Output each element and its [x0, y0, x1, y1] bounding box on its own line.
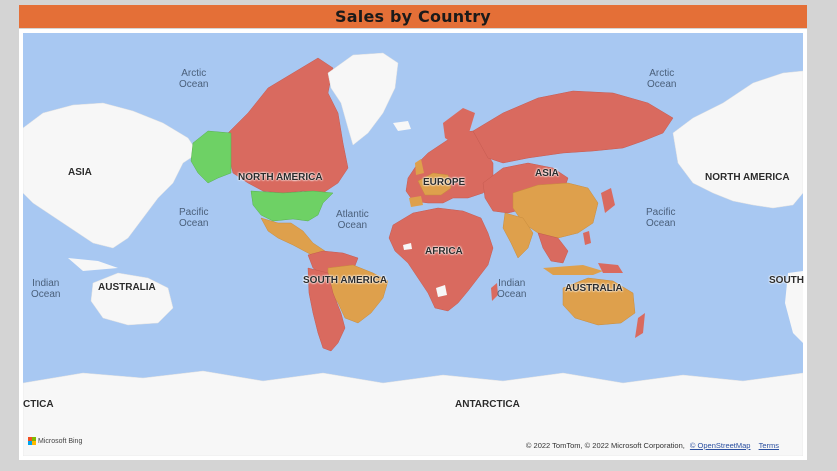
label-antarctica-left: CTICA: [23, 399, 54, 410]
label-north-america: NORTH AMERICA: [238, 172, 323, 183]
region-alaska: [190, 130, 232, 184]
attribution-text: © 2022 TomTom, © 2022 Microsoft Corporat…: [525, 441, 685, 450]
microsoft-logo-icon: [28, 437, 36, 445]
region-australia: [562, 277, 636, 326]
region-indonesia: [543, 265, 603, 275]
region-spain: [409, 196, 423, 207]
region-new-zealand: [635, 313, 645, 338]
label-africa: AFRICA: [425, 246, 463, 257]
region-southeast-asia: [537, 232, 569, 264]
page-title: Sales by Country: [335, 7, 491, 26]
region-north-america-right: [672, 70, 803, 209]
region-russia: [472, 90, 674, 164]
region-canada: [227, 57, 349, 194]
label-south-right: SOUTH: [769, 275, 804, 286]
region-scandinavia: [443, 108, 475, 143]
region-iceland: [393, 121, 411, 131]
map-canvas[interactable]: [23, 33, 803, 456]
label-arctic-ocean-left: Arctic Ocean: [179, 68, 209, 90]
map-visual[interactable]: ASIA NORTH AMERICA EUROPE ASIA NORTH AME…: [19, 29, 807, 460]
label-indian-ocean-right: Indian Ocean: [497, 278, 527, 300]
bing-label: Microsoft Bing: [38, 437, 83, 445]
region-france-germany: [417, 172, 452, 196]
label-pacific-ocean-right: Pacific Ocean: [646, 207, 676, 229]
openstreetmap-link[interactable]: © OpenStreetMap: [689, 441, 751, 450]
label-asia-left: ASIA: [68, 167, 92, 178]
region-papua: [598, 263, 623, 273]
region-south-america-west: [307, 267, 346, 352]
region-usa: [250, 190, 334, 222]
label-pacific-ocean-left: Pacific Ocean: [179, 207, 209, 229]
label-europe: EUROPE: [423, 177, 466, 188]
label-south-america: SOUTH AMERICA: [303, 275, 388, 286]
region-philippines: [583, 231, 591, 245]
label-antarctica: ANTARCTICA: [455, 399, 520, 410]
terms-link[interactable]: Terms: [758, 441, 779, 450]
label-indian-ocean-left: Indian Ocean: [31, 278, 61, 300]
label-north-america-right: NORTH AMERICA: [705, 172, 790, 183]
region-australia-left: [90, 272, 174, 326]
label-australia-left: AUSTRALIA: [98, 282, 156, 293]
title-bar: Sales by Country: [19, 5, 807, 28]
region-africa-nodata-2: [403, 243, 412, 250]
region-asia-left: [23, 102, 199, 249]
region-uk: [415, 159, 424, 175]
region-africa: [388, 207, 494, 312]
region-madagascar: [491, 283, 498, 301]
region-south-america-right: [785, 271, 803, 343]
region-africa-nodata-1: [436, 285, 447, 297]
label-asia: ASIA: [535, 168, 559, 179]
region-india: [502, 212, 534, 259]
region-greenland: [327, 52, 399, 146]
map-attribution: © 2022 TomTom, © 2022 Microsoft Corporat…: [526, 441, 779, 450]
region-japan-korea: [601, 188, 615, 213]
label-arctic-ocean-right: Arctic Ocean: [647, 68, 677, 90]
label-australia: AUSTRALIA: [565, 283, 623, 294]
region-antarctica: [23, 370, 803, 456]
bing-branding: Microsoft Bing: [28, 437, 82, 445]
region-indonesia-left: [68, 258, 118, 271]
label-atlantic-ocean: Atlantic Ocean: [336, 209, 369, 231]
